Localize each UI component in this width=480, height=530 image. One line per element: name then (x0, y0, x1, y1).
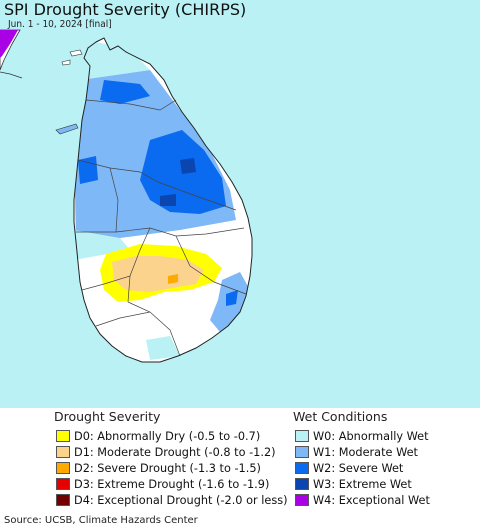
exceptional-wet-patch (0, 30, 18, 58)
legend-label-w0: W0: Abnormally Wet (313, 429, 429, 443)
swatch-w1 (295, 446, 309, 458)
legend-item-d4: D4: Exceptional Drought (-2.0 or less) (56, 492, 288, 508)
legend-label-w3: W3: Extreme Wet (313, 477, 412, 491)
jaffna-islands (61, 49, 83, 66)
island-outline (73, 37, 253, 363)
legend-item-d3: D3: Extreme Drought (-1.6 to -1.9) (56, 476, 288, 492)
legend-label-w1: W1: Moderate Wet (313, 445, 418, 459)
severe-wet-west (78, 156, 98, 184)
drought-legend: D0: Abnormally Dry (-0.5 to -0.7) D1: Mo… (56, 428, 288, 508)
india-coast-line (0, 71, 23, 79)
condition-overlay (74, 40, 250, 360)
legend-label-d4: D4: Exceptional Drought (-2.0 or less) (74, 493, 288, 507)
map-title: SPI Drought Severity (CHIRPS) (4, 0, 247, 19)
province-boundaries (76, 99, 247, 357)
swatch-w2 (295, 462, 309, 474)
legend-item-w0: W0: Abnormally Wet (295, 428, 430, 444)
legend-label-d2: D2: Severe Drought (-1.3 to -1.5) (74, 461, 261, 475)
swatch-d0 (56, 430, 70, 442)
sri-lanka-map (0, 29, 253, 363)
legend-label-d0: D0: Abnormally Dry (-0.5 to -0.7) (74, 429, 261, 443)
swatch-d2 (56, 462, 70, 474)
legend-item-d0: D0: Abnormally Dry (-0.5 to -0.7) (56, 428, 288, 444)
mannar-island (55, 123, 79, 135)
severe-drought-spot (168, 274, 178, 284)
extreme-wet-spot-2 (160, 194, 176, 206)
legend-item-w1: W1: Moderate Wet (295, 444, 430, 460)
abnormally-wet-south (146, 336, 180, 360)
moderate-drought-area (112, 256, 204, 292)
swatch-d4 (56, 494, 70, 506)
swatch-w3 (295, 478, 309, 490)
wet-legend-heading: Wet Conditions (293, 409, 388, 424)
wet-legend: W0: Abnormally Wet W1: Moderate Wet W2: … (295, 428, 430, 508)
legend-item-d1: D1: Moderate Drought (-0.8 to -1.2) (56, 444, 288, 460)
swatch-w4 (295, 494, 309, 506)
extreme-wet-spot-1 (180, 158, 196, 174)
legend-item-w2: W2: Severe Wet (295, 460, 430, 476)
legend-label-w2: W2: Severe Wet (313, 461, 404, 475)
abnormally-wet-west (74, 230, 130, 260)
map-subtitle: Jun. 1 - 10, 2024 [final] (8, 19, 112, 30)
source-note: Source: UCSB, Climate Hazards Center (4, 515, 198, 526)
legend-label-w4: W4: Exceptional Wet (313, 493, 430, 507)
severe-wet-north (100, 80, 150, 104)
legend-item-w3: W3: Extreme Wet (295, 476, 430, 492)
swatch-d3 (56, 478, 70, 490)
drought-legend-heading: Drought Severity (54, 409, 161, 424)
map-panel: SPI Drought Severity (CHIRPS) Jun. 1 - 1… (0, 0, 480, 408)
legend-item-d2: D2: Severe Drought (-1.3 to -1.5) (56, 460, 288, 476)
legend-item-w4: W4: Exceptional Wet (295, 492, 430, 508)
severe-wet-southeast (226, 290, 238, 306)
abnormally-wet-north (80, 40, 150, 80)
legend-label-d1: D1: Moderate Drought (-0.8 to -1.2) (74, 445, 276, 459)
swatch-d1 (56, 446, 70, 458)
swatch-w0 (295, 430, 309, 442)
legend-label-d3: D3: Extreme Drought (-1.6 to -1.9) (74, 477, 270, 491)
